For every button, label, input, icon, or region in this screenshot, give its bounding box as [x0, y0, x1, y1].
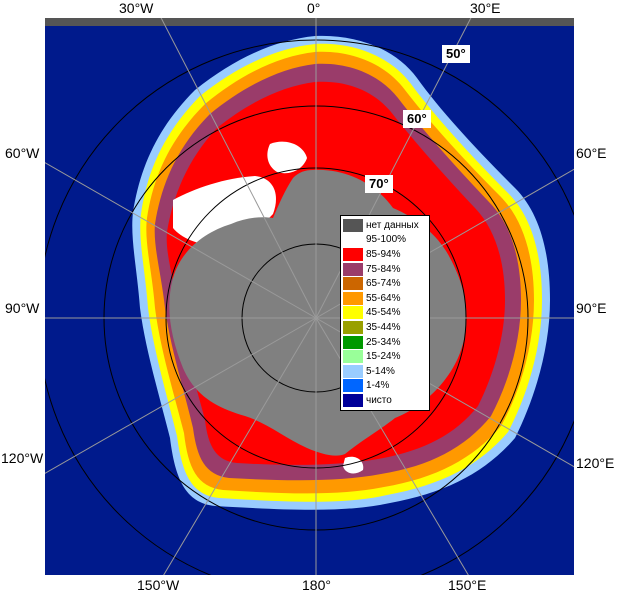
- ice-white-patch-north: [267, 141, 307, 174]
- legend-swatch: [343, 393, 363, 407]
- legend-label: 45-54%: [366, 307, 401, 319]
- legend-label: 25-34%: [366, 336, 401, 348]
- legend-item: 1-4%: [341, 379, 429, 394]
- lon-label-right-90e: 90°E: [576, 300, 607, 316]
- legend-swatch: [343, 247, 363, 261]
- map-canvas: [45, 18, 574, 575]
- legend-swatch: [343, 335, 363, 349]
- lon-label-right-60e: 60°E: [576, 145, 607, 161]
- legend-swatch: [343, 233, 363, 247]
- lat-label-60: 60°: [403, 110, 431, 128]
- legend-item: 65-74%: [341, 276, 429, 291]
- legend-label: 55-64%: [366, 292, 401, 304]
- ice-concentration-legend: нет данных 95-100% 85-94% 75-84% 65-74% 55-64…: [340, 215, 430, 411]
- lon-label-bottom-180: 180°: [302, 577, 331, 593]
- legend-item: 45-54%: [341, 306, 429, 321]
- legend-label: 35-44%: [366, 321, 401, 333]
- legend-label: нет данных: [366, 219, 419, 231]
- legend-item: 15-24%: [341, 349, 429, 364]
- legend-swatch: [343, 379, 363, 393]
- legend-label: 75-84%: [366, 263, 401, 275]
- legend-label: чисто: [366, 394, 392, 406]
- legend-swatch: [343, 364, 363, 378]
- legend-swatch: [343, 262, 363, 276]
- legend-swatch: [343, 320, 363, 334]
- lon-label-top-30e: 30°E: [470, 0, 501, 16]
- legend-label: 95-100%: [366, 234, 407, 246]
- legend-swatch: [343, 291, 363, 305]
- legend-swatch: [343, 306, 363, 320]
- lon-label-left-90w: 90°W: [5, 300, 40, 316]
- legend-label: 5-14%: [366, 365, 395, 377]
- lon-label-top-0: 0°: [307, 0, 321, 16]
- lon-label-bottom-150e: 150°E: [448, 577, 487, 593]
- legend-item: 35-44%: [341, 320, 429, 335]
- legend-label: 85-94%: [366, 248, 401, 260]
- legend-item: нет данных: [341, 218, 429, 233]
- legend-item: 75-84%: [341, 262, 429, 277]
- lon-label-right-120e: 120°E: [576, 455, 615, 471]
- ice-white-patch-south: [343, 456, 364, 474]
- legend-item: чисто: [341, 393, 429, 408]
- legend-item: 5-14%: [341, 364, 429, 379]
- legend-swatch: [343, 277, 363, 291]
- legend-item: 95-100%: [341, 233, 429, 248]
- legend-item: 85-94%: [341, 247, 429, 262]
- legend-label: 15-24%: [366, 351, 401, 363]
- lon-label-left-120w: 120°W: [1, 450, 44, 466]
- legend-item: 55-64%: [341, 291, 429, 306]
- legend-label: 1-4%: [366, 380, 390, 392]
- legend-swatch: [343, 218, 363, 232]
- legend-item: 25-34%: [341, 335, 429, 350]
- lon-label-bottom-150w: 150°W: [137, 577, 180, 593]
- no-data-strip: [45, 18, 574, 26]
- legend-swatch: [343, 350, 363, 364]
- legend-label: 65-74%: [366, 278, 401, 290]
- sea-ice-map: 50° 60° 70°: [45, 18, 574, 575]
- lon-label-left-60w: 60°W: [5, 145, 40, 161]
- lon-label-top-30w: 30°W: [119, 0, 154, 16]
- lat-label-50: 50°: [442, 45, 470, 63]
- lat-label-70: 70°: [365, 175, 393, 193]
